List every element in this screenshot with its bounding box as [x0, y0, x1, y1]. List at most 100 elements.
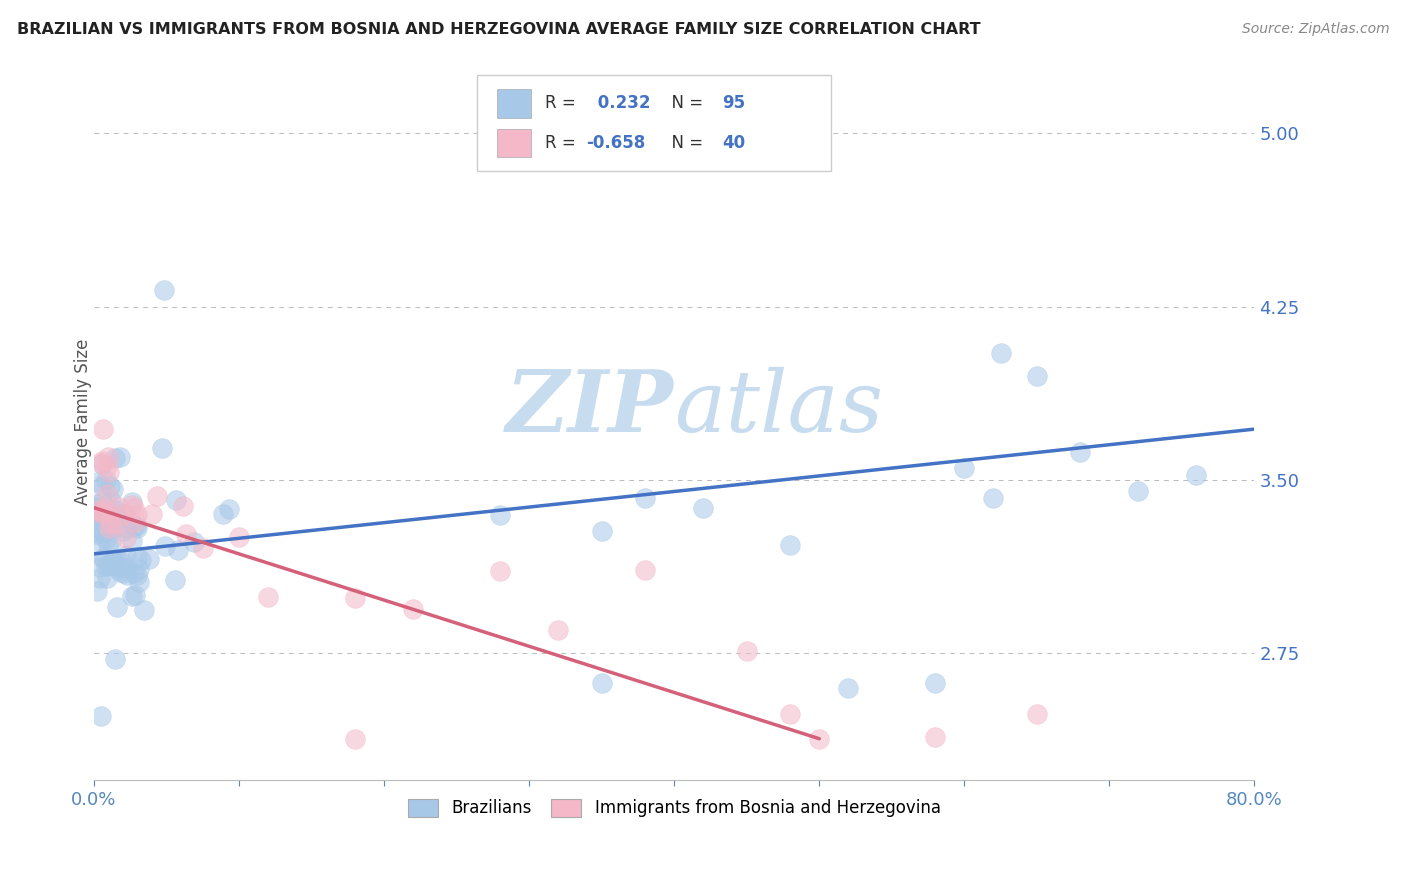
Point — [91, 524, 114, 539]
Point — [86, 527, 108, 541]
Point — [108, 566, 131, 580]
Text: 40: 40 — [721, 134, 745, 152]
Point — [105, 517, 128, 532]
Point — [218, 502, 240, 516]
Point — [93, 550, 115, 565]
Point — [114, 561, 136, 575]
Point — [150, 441, 173, 455]
Text: Source: ZipAtlas.com: Source: ZipAtlas.com — [1241, 22, 1389, 37]
Point — [91, 507, 114, 521]
Text: R =: R = — [546, 134, 582, 152]
Point — [97, 465, 120, 479]
Point — [105, 520, 128, 534]
Point — [183, 535, 205, 549]
Legend: Brazilians, Immigrants from Bosnia and Herzegovina: Brazilians, Immigrants from Bosnia and H… — [399, 790, 949, 826]
Point — [86, 525, 108, 540]
Point — [101, 553, 124, 567]
Point — [86, 584, 108, 599]
Point — [489, 508, 512, 522]
Point — [96, 571, 118, 585]
Point — [86, 503, 108, 517]
Point — [953, 461, 976, 475]
Point — [87, 500, 110, 515]
Point — [124, 566, 146, 581]
Point — [115, 521, 138, 535]
Point — [115, 548, 138, 562]
Point — [98, 505, 121, 519]
Point — [97, 538, 120, 552]
FancyBboxPatch shape — [477, 75, 831, 171]
FancyBboxPatch shape — [496, 128, 531, 157]
Point — [634, 491, 657, 506]
Point — [98, 558, 121, 572]
Point — [103, 482, 125, 496]
FancyBboxPatch shape — [496, 89, 531, 118]
Point — [96, 459, 118, 474]
Point — [107, 558, 129, 573]
Point — [125, 521, 148, 535]
Point — [125, 567, 148, 582]
Point — [122, 519, 145, 533]
Point — [108, 500, 131, 515]
Point — [105, 600, 128, 615]
Text: ZIP: ZIP — [506, 366, 675, 450]
Point — [344, 731, 367, 746]
Point — [100, 555, 122, 569]
Point — [90, 456, 112, 470]
Point — [146, 489, 169, 503]
Point — [94, 500, 117, 515]
Point — [111, 555, 134, 569]
Point — [344, 591, 367, 606]
Point — [91, 515, 114, 529]
Point — [90, 708, 112, 723]
Point — [808, 731, 831, 746]
Point — [91, 495, 114, 509]
Point — [125, 508, 148, 523]
Text: -0.658: -0.658 — [586, 134, 645, 152]
Text: BRAZILIAN VS IMMIGRANTS FROM BOSNIA AND HERZEGOVINA AVERAGE FAMILY SIZE CORRELAT: BRAZILIAN VS IMMIGRANTS FROM BOSNIA AND … — [17, 22, 980, 37]
Point — [91, 457, 114, 471]
Point — [112, 566, 135, 580]
Point — [1185, 468, 1208, 483]
Point — [1025, 368, 1047, 383]
Point — [96, 517, 118, 532]
Point — [98, 513, 121, 527]
Point — [94, 504, 117, 518]
Point — [167, 543, 190, 558]
Point — [100, 516, 122, 531]
Point — [105, 552, 128, 566]
Point — [94, 524, 117, 539]
Point — [547, 623, 569, 637]
Text: N =: N = — [661, 95, 709, 112]
Point — [104, 451, 127, 466]
Point — [112, 508, 135, 522]
Point — [779, 538, 801, 552]
Point — [115, 568, 138, 582]
Point — [124, 588, 146, 602]
Point — [98, 479, 121, 493]
Point — [84, 505, 107, 519]
Point — [257, 591, 280, 605]
Point — [104, 510, 127, 524]
Point — [100, 494, 122, 508]
Point — [89, 571, 111, 585]
Text: 95: 95 — [721, 95, 745, 112]
Point — [86, 475, 108, 489]
Point — [174, 527, 197, 541]
Point — [90, 506, 112, 520]
Point — [165, 493, 187, 508]
Text: 0.232: 0.232 — [592, 95, 651, 112]
Point — [98, 521, 121, 535]
Point — [121, 589, 143, 603]
Point — [837, 681, 859, 695]
Text: R =: R = — [546, 95, 582, 112]
Point — [111, 524, 134, 539]
Point — [89, 560, 111, 574]
Point — [128, 574, 150, 589]
Point — [97, 450, 120, 464]
Point — [124, 515, 146, 529]
Point — [138, 552, 160, 566]
Point — [121, 495, 143, 509]
Y-axis label: Average Family Size: Average Family Size — [75, 339, 91, 506]
Point — [591, 524, 613, 538]
